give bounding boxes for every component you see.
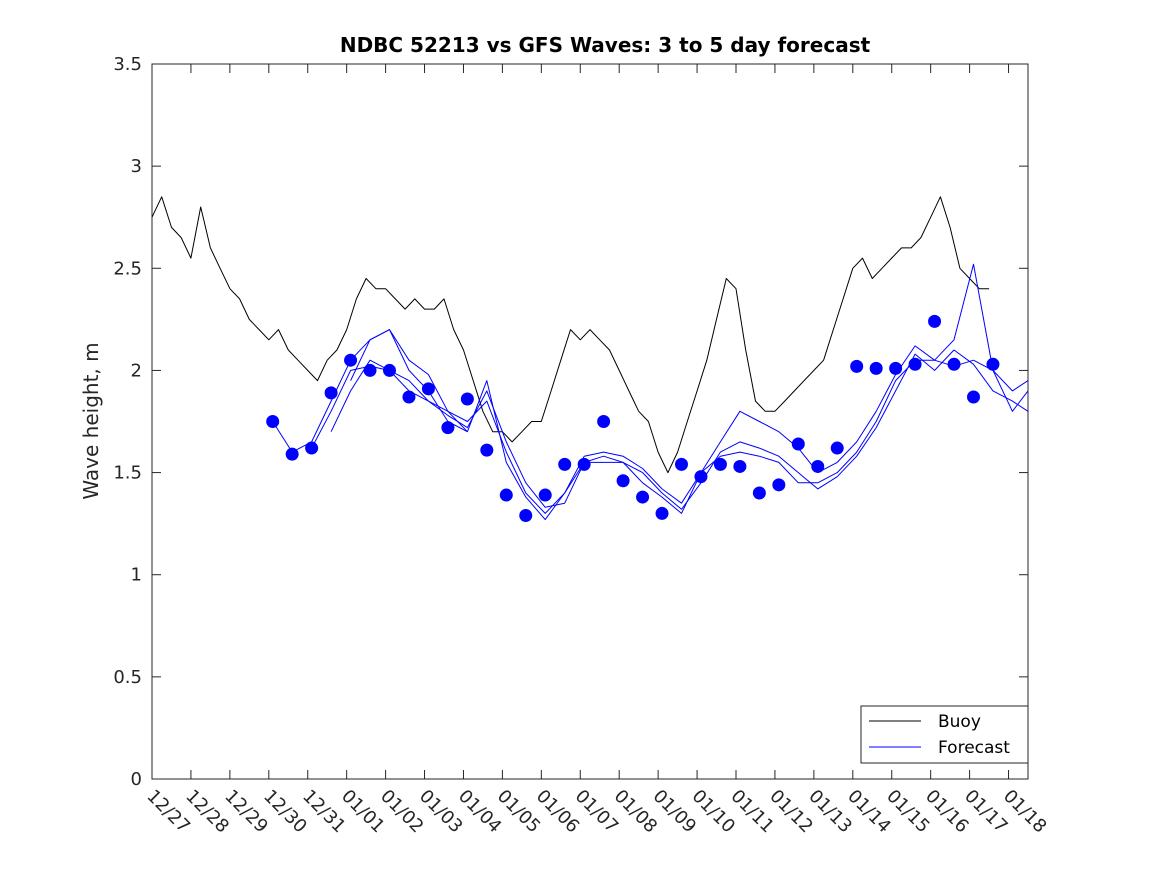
forecast-point	[597, 415, 611, 428]
chart-title: NDBC 52213 vs GFS Waves: 3 to 5 day fore…	[340, 33, 871, 57]
forecast-point	[558, 457, 572, 471]
forecast-point	[480, 443, 494, 457]
forecast-point	[441, 421, 455, 435]
forecast-point	[733, 459, 747, 473]
legend: Buoy Forecast	[860, 705, 1029, 764]
forecast-line-3	[330, 349, 1029, 510]
forecast-point	[344, 353, 358, 367]
forecast-point	[694, 470, 708, 484]
forecast-point	[830, 441, 844, 455]
legend-box	[860, 705, 1029, 764]
y-tick-label: 0	[131, 769, 142, 790]
forecast-point	[791, 437, 805, 451]
forecast-point	[986, 357, 1000, 371]
legend-buoy-label: Buoy	[938, 712, 981, 732]
forecast-point	[655, 506, 669, 520]
forecast-point	[266, 415, 280, 428]
forecast-point	[460, 392, 474, 406]
axes-box	[151, 63, 1029, 780]
forecast-point	[519, 508, 533, 522]
forecast-point	[285, 447, 299, 461]
forecast-point	[869, 361, 883, 375]
y-axis-label: Wave height, m	[79, 342, 103, 499]
forecast-point	[850, 359, 864, 373]
y-tick-label: 2	[131, 360, 142, 381]
legend-forecast-label: Forecast	[938, 738, 1010, 758]
y-tick-label: 2.5	[113, 258, 142, 279]
forecast-point	[363, 363, 377, 377]
y-tick-label: 0.5	[113, 667, 142, 688]
y-tick-label: 3	[131, 156, 142, 177]
forecast-point	[538, 488, 552, 502]
forecast-point	[889, 361, 903, 375]
y-axis: 0 0.5 1 1.5 2 2.5 3 3.5	[113, 54, 1028, 790]
y-tick-label: 1.5	[113, 463, 142, 484]
forecast-point	[966, 390, 980, 404]
forecast-point	[908, 357, 922, 371]
forecast-point	[674, 457, 688, 471]
buoy-line	[151, 196, 990, 474]
forecast-point	[772, 478, 786, 492]
forecast-point	[947, 357, 961, 371]
forecast-point	[421, 382, 435, 396]
forecast-point	[713, 457, 727, 471]
plot-area	[151, 63, 1029, 780]
forecast-point	[499, 488, 513, 502]
y-tick-label: 1	[131, 565, 142, 586]
forecast-line-4	[350, 263, 1029, 521]
forecast-point	[577, 457, 591, 471]
forecast-point	[402, 390, 416, 404]
forecast-point	[636, 490, 650, 504]
forecast-point	[928, 314, 942, 328]
forecast-point	[382, 363, 396, 377]
forecast-point	[616, 474, 630, 488]
forecast-point	[305, 441, 319, 455]
forecast-point	[811, 459, 825, 473]
forecast-point	[324, 386, 338, 400]
y-tick-label: 3.5	[113, 54, 142, 75]
forecast-point	[752, 486, 766, 500]
